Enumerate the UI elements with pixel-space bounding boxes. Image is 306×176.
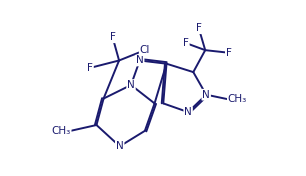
Text: Cl: Cl <box>140 45 150 55</box>
Text: F: F <box>183 38 189 48</box>
Text: N: N <box>127 80 135 90</box>
Text: F: F <box>226 48 232 58</box>
Text: F: F <box>196 23 202 33</box>
Text: N: N <box>116 141 124 151</box>
Text: CH₃: CH₃ <box>228 94 247 104</box>
Text: N: N <box>136 55 144 65</box>
Text: F: F <box>87 63 93 73</box>
Text: N: N <box>202 90 210 100</box>
Text: F: F <box>110 32 116 42</box>
Text: N: N <box>184 107 192 117</box>
Text: CH₃: CH₃ <box>51 126 71 136</box>
